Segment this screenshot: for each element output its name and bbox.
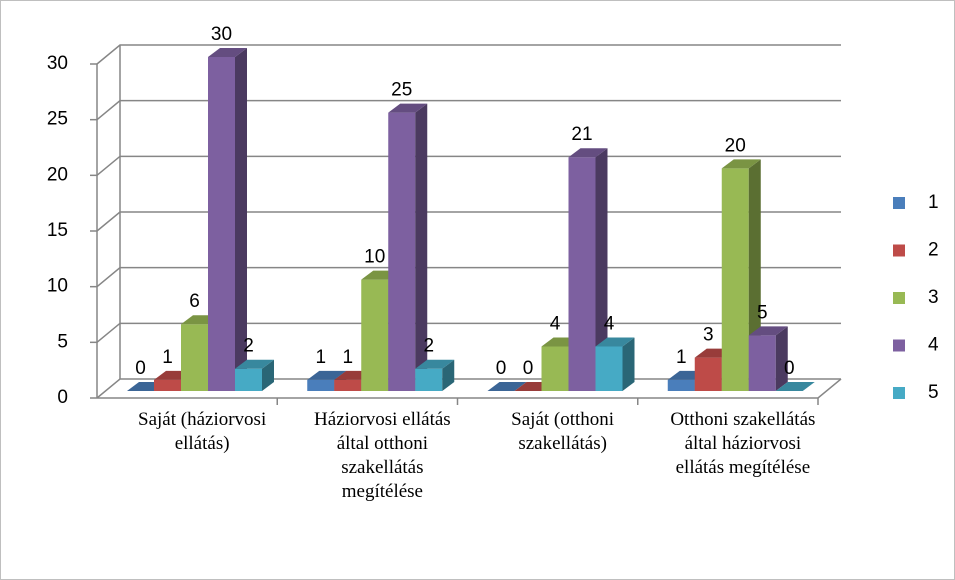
bar-top <box>568 148 608 158</box>
bar-front <box>208 57 235 391</box>
x-tick-label: Otthoni szakellátás által háziorvosi ell… <box>670 409 816 478</box>
y-tick-label: 25 <box>47 109 68 130</box>
y-tick-label: 10 <box>47 276 68 297</box>
bar-front <box>694 357 722 391</box>
data-label: 25 <box>391 80 412 101</box>
data-label: 4 <box>604 313 615 334</box>
data-label: 30 <box>211 24 232 45</box>
bar <box>388 103 428 392</box>
data-label: 1 <box>676 347 687 368</box>
bar-top <box>388 103 428 113</box>
bar-top <box>415 359 455 369</box>
bar-side <box>415 103 428 392</box>
bar-front <box>334 379 362 391</box>
y-tick-label: 5 <box>57 331 68 352</box>
bar-front <box>667 379 695 391</box>
legend-label: 5 <box>928 382 939 403</box>
data-label: 6 <box>189 291 200 312</box>
y-tick-label: 20 <box>47 164 68 185</box>
bar <box>775 382 815 391</box>
data-label: 0 <box>523 358 534 379</box>
bar-front <box>154 379 181 391</box>
bar-front <box>361 279 389 391</box>
data-label: 4 <box>550 313 561 334</box>
data-label: 1 <box>162 347 173 368</box>
data-label: 0 <box>784 358 795 379</box>
bar-top <box>307 370 347 380</box>
data-label: 1 <box>342 347 353 368</box>
bar-side <box>775 326 788 391</box>
bar-front <box>568 157 596 391</box>
bar-top <box>208 48 247 57</box>
legend-label: 2 <box>928 240 939 261</box>
data-label: 21 <box>571 124 592 145</box>
data-label: 2 <box>423 336 434 357</box>
y-tick-label: 15 <box>47 220 68 241</box>
bar-side <box>262 359 274 391</box>
y-tick-label: 0 <box>57 387 68 408</box>
bar <box>748 326 788 391</box>
bar-top <box>775 382 815 391</box>
data-label: 2 <box>243 336 254 357</box>
bar <box>487 382 527 391</box>
legend-label: 3 <box>928 287 939 308</box>
legend-swatch <box>893 387 905 399</box>
bar-front <box>181 324 208 391</box>
legend-swatch <box>893 197 905 209</box>
data-label: 10 <box>364 247 385 268</box>
bar-top <box>748 326 788 336</box>
bar-front <box>388 112 416 392</box>
data-label: 5 <box>757 302 768 323</box>
bar-front <box>595 346 623 391</box>
legend-label: 4 <box>928 335 939 356</box>
legend-swatch <box>893 244 905 257</box>
bar <box>235 359 274 391</box>
bar-side <box>442 359 455 391</box>
bar-front <box>415 368 443 391</box>
bar-side <box>235 48 247 391</box>
data-label: 1 <box>315 347 326 368</box>
x-tick-label: Saját (háziorvosi ellátás) <box>138 409 267 454</box>
bar-top <box>487 382 527 391</box>
data-label: 0 <box>496 358 507 379</box>
bar-side <box>595 148 608 391</box>
y-tick-label: 30 <box>47 53 68 74</box>
bar-front <box>748 335 776 391</box>
bar-top <box>721 159 761 169</box>
bar <box>208 48 247 391</box>
x-tick-label: Saját (otthoni szakellátás) <box>511 409 615 454</box>
bar-front <box>721 168 749 391</box>
bar-side <box>622 337 635 391</box>
bar-front <box>541 346 569 391</box>
bar-front <box>235 368 262 391</box>
legend-label: 1 <box>928 192 939 213</box>
bar <box>595 337 635 391</box>
data-label: 3 <box>703 325 714 346</box>
x-tick-label: Háziorvosi ellátás által otthoni szakell… <box>314 409 451 502</box>
data-label: 20 <box>725 135 746 156</box>
data-label: 0 <box>135 358 146 379</box>
bar-top <box>595 337 635 347</box>
legend-swatch <box>893 339 905 352</box>
legend-swatch <box>893 292 905 304</box>
bar <box>568 148 608 391</box>
bar-top <box>235 359 274 369</box>
bar <box>415 359 455 391</box>
bar-front <box>307 379 335 391</box>
